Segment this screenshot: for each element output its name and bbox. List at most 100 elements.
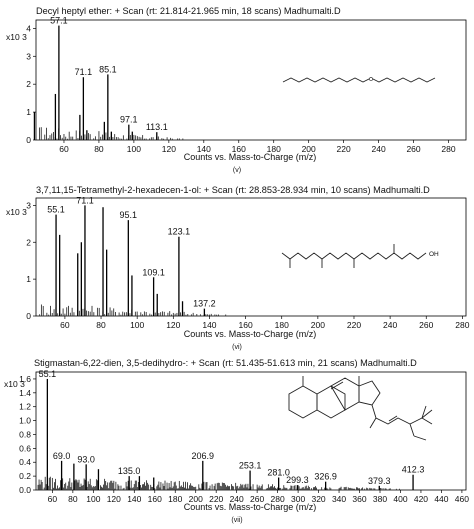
x-tick-label: 140: [197, 144, 211, 154]
y-tick-label: 0: [26, 135, 31, 145]
x-tick-label: 60: [48, 494, 58, 504]
panel-caption: (v): [233, 167, 241, 174]
x-tick-label: 200: [311, 320, 325, 330]
peak-label: 326.9: [314, 472, 337, 482]
y-multiplier: x10 3: [6, 207, 27, 217]
x-tick-label: 300: [291, 494, 305, 504]
y-tick-label: 1.0: [19, 416, 31, 426]
x-axis-label: Counts vs. Mass-to-Charge (m/z): [184, 152, 317, 162]
x-tick-label: 400: [393, 494, 407, 504]
decyl-heptyl-ether-structure: [282, 77, 436, 83]
peak-label: 95.1: [120, 210, 138, 220]
x-tick-label: 260: [250, 494, 264, 504]
x-tick-label: 260: [406, 144, 420, 154]
peak-label: 137.2: [193, 299, 216, 309]
y-multiplier: x10 3: [6, 32, 27, 42]
x-tick-label: 180: [168, 494, 182, 504]
x-tick-label: 180: [275, 320, 289, 330]
y-tick-label: 1: [26, 107, 31, 117]
spectrum-bars: [37, 378, 414, 490]
y-tick-label: 1.4: [19, 388, 31, 398]
peak-label: 379.3: [368, 476, 391, 486]
peak-label: 109.1: [142, 267, 165, 277]
x-tick-label: 240: [372, 144, 386, 154]
x-axis-label: Counts vs. Mass-to-Charge (m/z): [184, 502, 317, 512]
peak-label: 57.1: [50, 16, 68, 26]
peak-labels: 55.1 71.1 95.1 109.1 123.1 137.2: [47, 195, 215, 308]
x-tick-label: 100: [127, 144, 141, 154]
peak-label: 253.1: [239, 461, 262, 471]
hydroxyl-label: OH: [429, 251, 439, 258]
x-tick-label: 120: [107, 494, 121, 504]
tetramethyl-hexadecenol-structure: OH: [281, 244, 439, 268]
y-tick-label: 0.6: [19, 443, 31, 453]
peak-label: 85.1: [99, 64, 117, 74]
x-tick-label: 100: [86, 494, 100, 504]
peak-label: 71.1: [76, 195, 94, 205]
y-tick-label: 0.4: [19, 457, 31, 467]
x-tick-label: 160: [148, 494, 162, 504]
peak-label: 412.3: [402, 465, 425, 475]
x-tick-label: 320: [311, 494, 325, 504]
y-tick-label: 3: [26, 200, 31, 210]
plot-frame: [35, 197, 467, 317]
x-tick-label: 80: [68, 494, 78, 504]
x-tick-label: 280: [455, 320, 469, 330]
x-tick-label: 60: [59, 144, 69, 154]
x-tick-label: 80: [96, 320, 106, 330]
x-tick-label: 80: [94, 144, 104, 154]
peak-labels: 57.1 71.1 85.1 97.1 113.1: [50, 16, 168, 133]
x-tick-label: 360: [352, 494, 366, 504]
spectrum-bars: [39, 205, 227, 316]
x-tick-label: 140: [127, 494, 141, 504]
x-tick-label: 220: [337, 144, 351, 154]
x-axis: 60 80 100 120 140 160 180 200 220 240 260 280: [59, 140, 456, 154]
x-tick-label: 120: [166, 320, 180, 330]
panel-caption: (vi): [232, 344, 242, 351]
y-tick-label: 1: [26, 274, 31, 284]
y-tick-label: 3: [26, 51, 31, 61]
y-tick-label: 0: [26, 311, 31, 321]
x-tick-label: 140: [202, 320, 216, 330]
peak-label: 93.0: [77, 454, 95, 464]
chart-title: 3,7,11,15-Tetramethyl-2-hexadecen-1-ol: …: [36, 185, 430, 195]
panel-vi: 3,7,11,15-Tetramethyl-2-hexadecen-1-ol: …: [6, 185, 470, 351]
x-tick-label: 240: [383, 320, 397, 330]
y-axis: 0 1 2 3 4: [26, 23, 36, 145]
y-tick-label: 0.2: [19, 471, 31, 481]
x-tick-label: 340: [332, 494, 346, 504]
x-tick-label: 180: [267, 144, 281, 154]
y-tick-label: 1.2: [19, 402, 31, 412]
x-tick-label: 280: [441, 144, 455, 154]
x-tick-label: 260: [419, 320, 433, 330]
x-tick-label: 220: [347, 320, 361, 330]
y-tick-label: 0.0: [19, 485, 31, 495]
x-tick-label: 420: [414, 494, 428, 504]
chart-title: Decyl heptyl ether: + Scan (rt: 21.814-2…: [36, 6, 341, 16]
stigmastadiene-structure: [288, 376, 433, 441]
y-tick-label: 1.6: [19, 374, 31, 384]
x-tick-label: 60: [60, 320, 70, 330]
y-multiplier: x10 3: [4, 379, 25, 389]
x-tick-label: 460: [455, 494, 469, 504]
peak-label: 97.1: [120, 115, 138, 125]
x-tick-label: 200: [302, 144, 316, 154]
peak-label: 69.0: [53, 451, 71, 461]
x-tick-label: 280: [271, 494, 285, 504]
y-tick-label: 4: [26, 23, 31, 33]
peak-label: 113.1: [146, 122, 168, 132]
oxygen-atom: [369, 77, 373, 81]
x-axis-label: Counts vs. Mass-to-Charge (m/z): [184, 329, 317, 339]
y-tick-label: 0.8: [19, 429, 31, 439]
y-tick-label: 2: [26, 79, 31, 89]
x-tick-label: 220: [209, 494, 223, 504]
peak-label: 55.1: [47, 205, 65, 215]
spectrum-bars: [33, 25, 184, 140]
panel-vii: Stigmastan-6,22-dien, 3,5-dedihydro-: + …: [4, 358, 469, 524]
x-axis: 60 80 100 120 140 160 180 200 220 240 260 280 300 320…: [48, 490, 469, 504]
plot-frame: [35, 19, 467, 141]
panel-v: Decyl heptyl ether: + Scan (rt: 21.814-2…: [6, 6, 467, 174]
x-tick-label: 160: [232, 144, 246, 154]
x-axis: 60 80 100 120 140 160 180 200 220 240 260 280: [60, 316, 470, 330]
